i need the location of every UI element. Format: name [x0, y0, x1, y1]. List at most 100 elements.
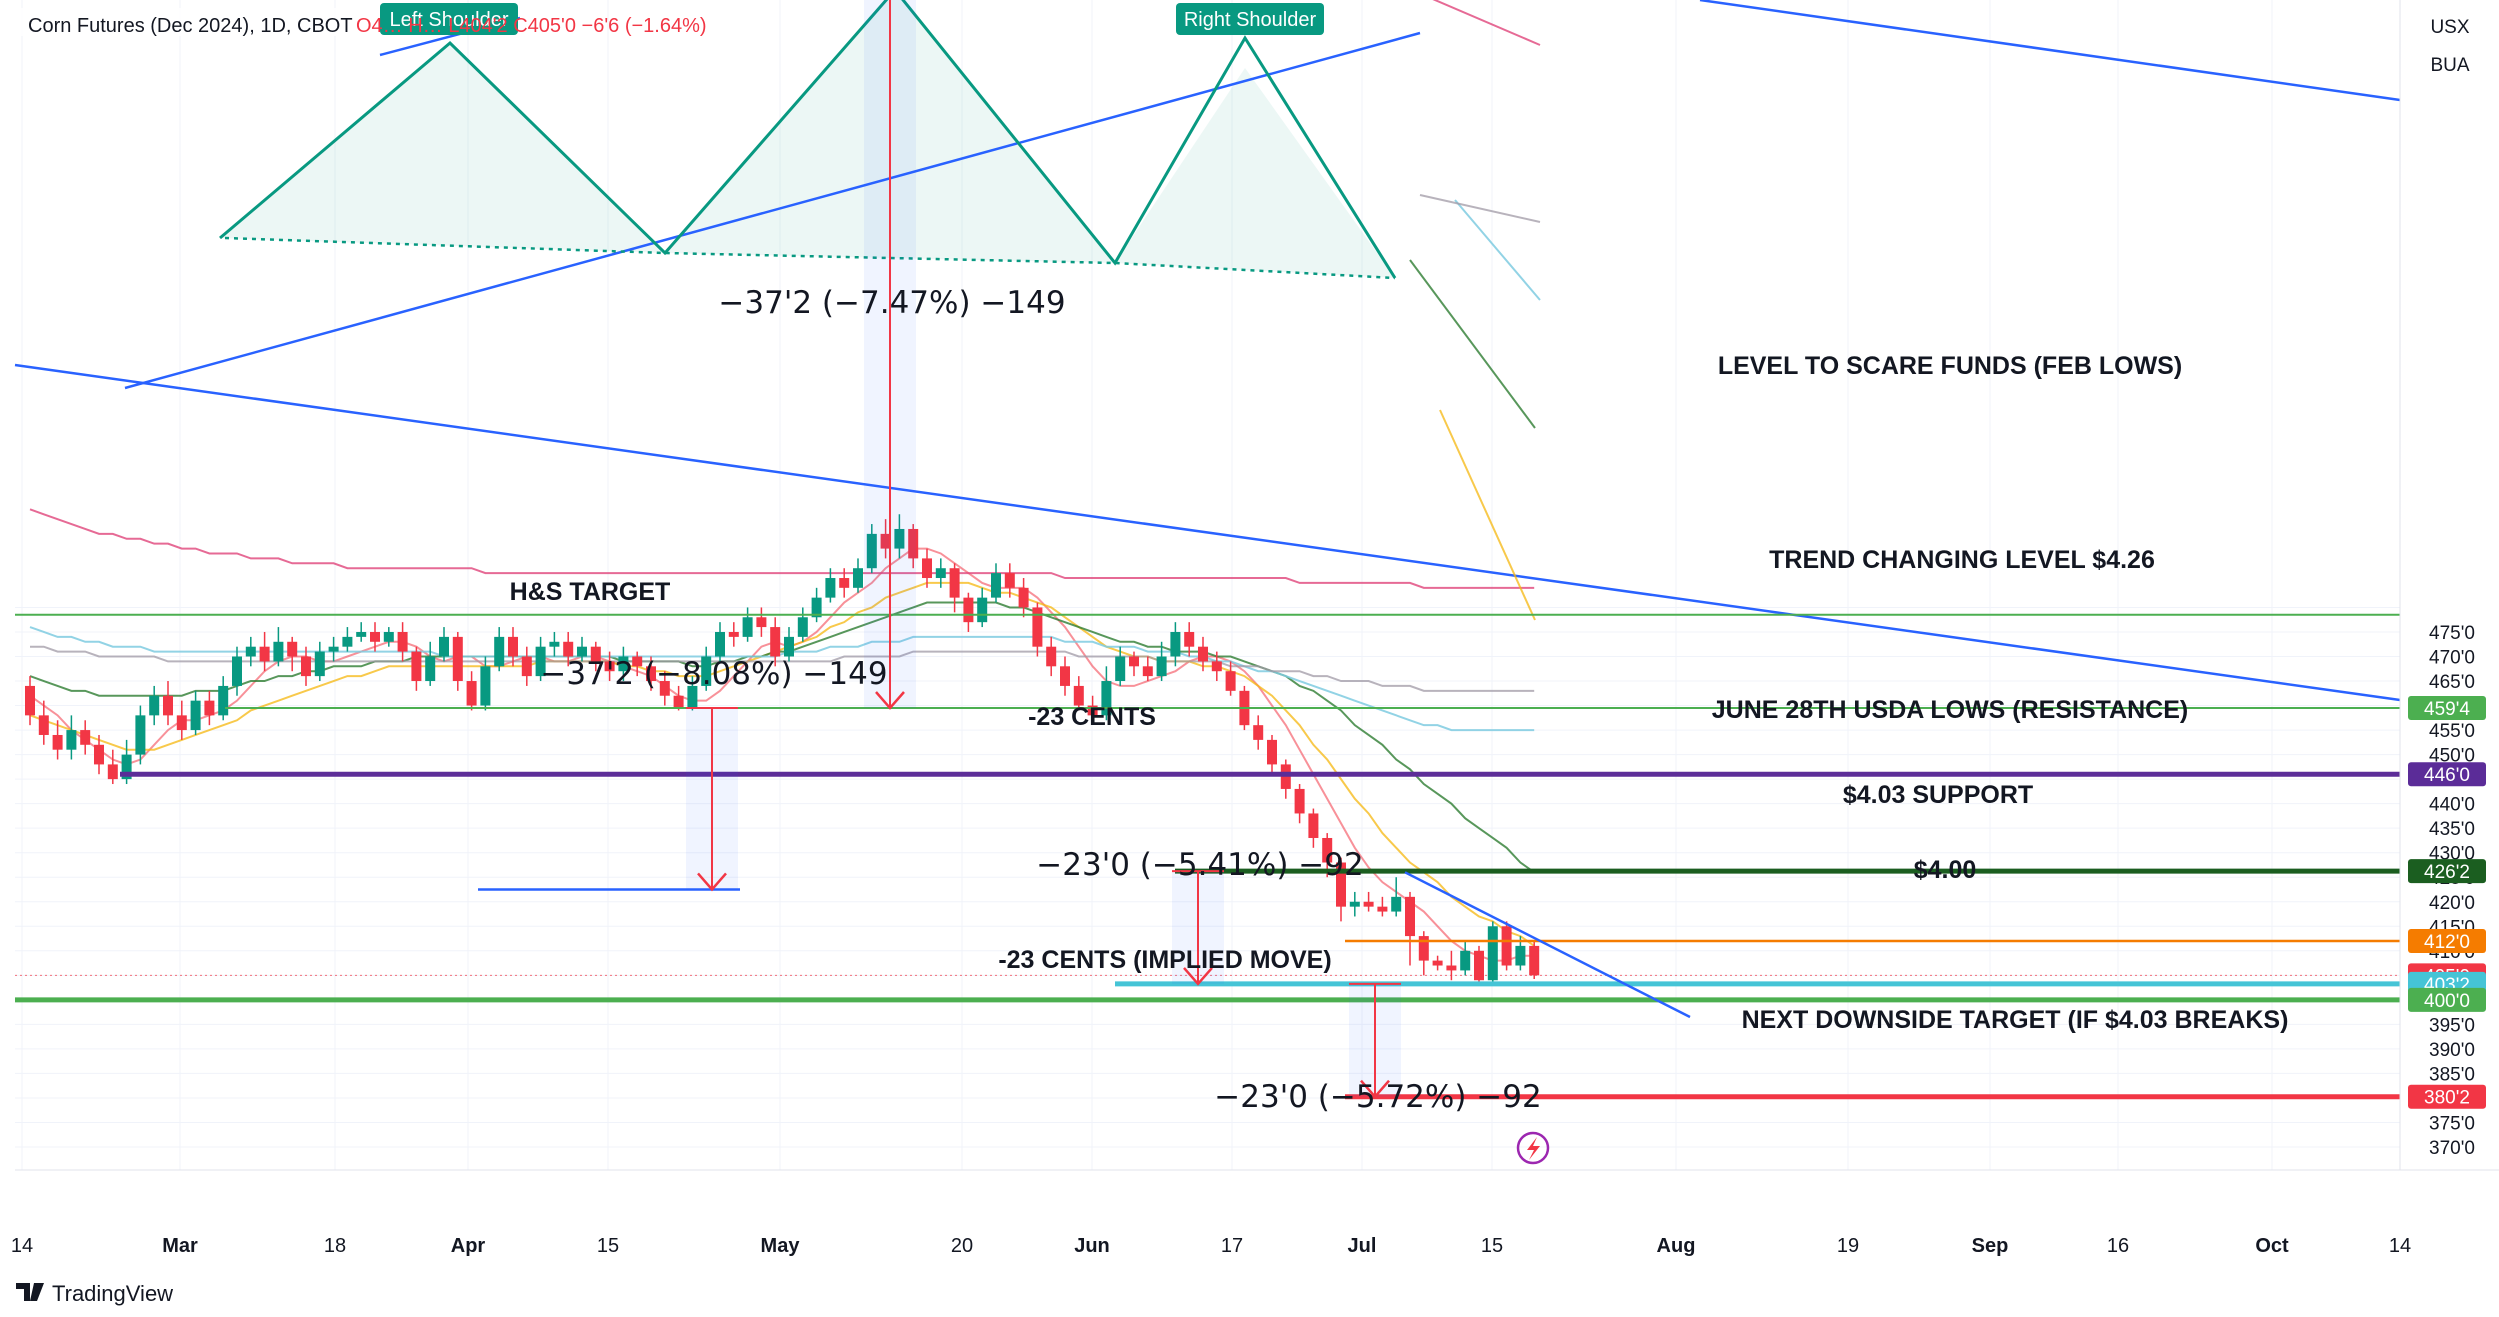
candle-body — [1225, 671, 1236, 691]
candle-body — [1156, 656, 1167, 677]
candle-body — [287, 641, 298, 657]
candle-body — [218, 685, 229, 716]
time-axis[interactable]: 14 Mar 18 Apr 15 May 20 Jun 17 Jul 15 Aug 19 Sep 16 Oct… — [11, 1235, 2411, 1257]
candle-body — [853, 568, 863, 588]
time-tick-label: Sep — [1972, 1235, 2009, 1257]
candle-body — [1101, 681, 1112, 716]
price-tick-label: 370'0 — [2429, 1138, 2475, 1159]
lightning-icon[interactable] — [1516, 1131, 1550, 1165]
candle-body — [25, 685, 35, 716]
candle-body — [1073, 685, 1084, 706]
currency-label[interactable]: USX — [2430, 17, 2469, 38]
moving-average-extension — [1419, 194, 1541, 223]
measure-text-3: −23'0 (−5.41%) −92 — [1036, 847, 1363, 883]
candle-body — [1198, 646, 1208, 662]
price-tag-label: 426'2 — [2424, 862, 2470, 883]
candle-body — [701, 656, 712, 686]
candle-body — [52, 734, 63, 750]
candle-body — [1529, 945, 1540, 976]
candle-body — [1391, 896, 1402, 912]
candle-body — [342, 636, 353, 647]
moving-average-extension — [1454, 199, 1541, 301]
candle-body — [839, 578, 850, 588]
hs-target-label: H&S TARGET — [510, 578, 671, 606]
candle-body — [439, 636, 449, 657]
moving-average-5 — [30, 645, 1535, 692]
time-tick-label: 16 — [2107, 1235, 2129, 1257]
price-tick-label: 475'0 — [2429, 623, 2475, 644]
time-tick-label: Mar — [162, 1235, 198, 1257]
left-shoulder-label-box — [380, 3, 518, 35]
price-tick-label: 390'0 — [2429, 1040, 2475, 1061]
tradingview-logo[interactable]: TradingView — [16, 1281, 173, 1306]
candle-body — [232, 656, 242, 686]
candle-body — [1460, 950, 1471, 971]
candle-body — [728, 631, 739, 637]
candle-body — [908, 528, 919, 559]
candle-body — [328, 646, 339, 652]
hs-pattern-fill — [220, 0, 1395, 278]
measure-1-arrow — [875, 691, 905, 710]
price-tick-label: 470'0 — [2429, 648, 2475, 669]
candle-body — [1087, 705, 1098, 716]
candle-body — [94, 744, 104, 765]
candle-body — [107, 764, 118, 780]
candle-body — [38, 715, 49, 735]
candle-body — [1474, 950, 1484, 981]
price-tick-label: 395'0 — [2429, 1015, 2475, 1036]
next-target-label: NEXT DOWNSIDE TARGET (IF $4.03 BREAKS) — [1742, 1006, 2289, 1034]
candle-body — [659, 681, 670, 696]
candle-body — [1322, 837, 1333, 863]
measure-4-arrow — [1360, 1079, 1390, 1099]
branding-text[interactable]: TradingView — [52, 1281, 173, 1306]
time-tick-label: 18 — [324, 1235, 346, 1257]
time-tick-label: May — [761, 1235, 801, 1257]
symbol-title[interactable]: Corn Futures (Dec 2024), 1D, CBOT — [28, 15, 353, 37]
trend-changing-label: TREND CHANGING LEVEL $4.26 — [1769, 546, 2155, 574]
candle-body — [563, 641, 574, 657]
candle-body — [977, 597, 988, 623]
candle-body — [1046, 646, 1057, 667]
time-tick-label: 14 — [2389, 1235, 2411, 1257]
moving-average-extension — [1409, 259, 1536, 429]
price-tag-label: 446'0 — [2424, 765, 2470, 786]
price-tick-label: 375'0 — [2429, 1113, 2475, 1134]
candle-body — [480, 666, 491, 706]
candle-body — [521, 656, 532, 677]
candle-body — [811, 597, 822, 618]
support-403-label: $4.03 SUPPORT — [1843, 781, 2033, 809]
candle-body — [1336, 862, 1346, 907]
candle-body — [604, 661, 615, 672]
candle-body — [1308, 813, 1319, 838]
time-tick-label: 17 — [1221, 1235, 1243, 1257]
candle-body — [508, 636, 518, 657]
unit-label[interactable]: BUA — [2430, 55, 2469, 76]
candle-body — [259, 646, 270, 662]
price-tick-label: 465'0 — [2429, 672, 2475, 693]
header-bg — [14, 8, 354, 36]
price-tick-label: 385'0 — [2429, 1064, 2475, 1085]
implied-move-label: -23 CENTS (IMPLIED MOVE) — [998, 946, 1331, 974]
candle-body — [1115, 656, 1126, 682]
time-tick-label: 15 — [1481, 1235, 1503, 1257]
candle-body — [770, 627, 781, 657]
price-tag-box — [2408, 696, 2486, 721]
candle-body — [383, 631, 394, 642]
candle-body — [494, 636, 505, 667]
candle-body — [149, 695, 160, 716]
moving-average-6 — [29, 508, 1535, 589]
candle-body — [466, 681, 477, 706]
short-term-trendline — [1404, 871, 1691, 1019]
hs-pattern-lines — [219, 0, 1397, 279]
price-tick-label: 440'0 — [2429, 795, 2475, 816]
candle-body — [245, 646, 256, 657]
candle-body — [1170, 631, 1181, 657]
drawings-under — [14, 0, 2401, 976]
candle-body — [646, 666, 656, 682]
candle-body — [176, 715, 187, 731]
june-28-lows-label: JUNE 28TH USDA LOWS (RESISTANCE) — [1712, 696, 2188, 724]
price-tick-label: 450'0 — [2429, 746, 2475, 767]
time-tick-label: Aug — [1657, 1235, 1696, 1257]
candle-body — [1211, 661, 1222, 672]
